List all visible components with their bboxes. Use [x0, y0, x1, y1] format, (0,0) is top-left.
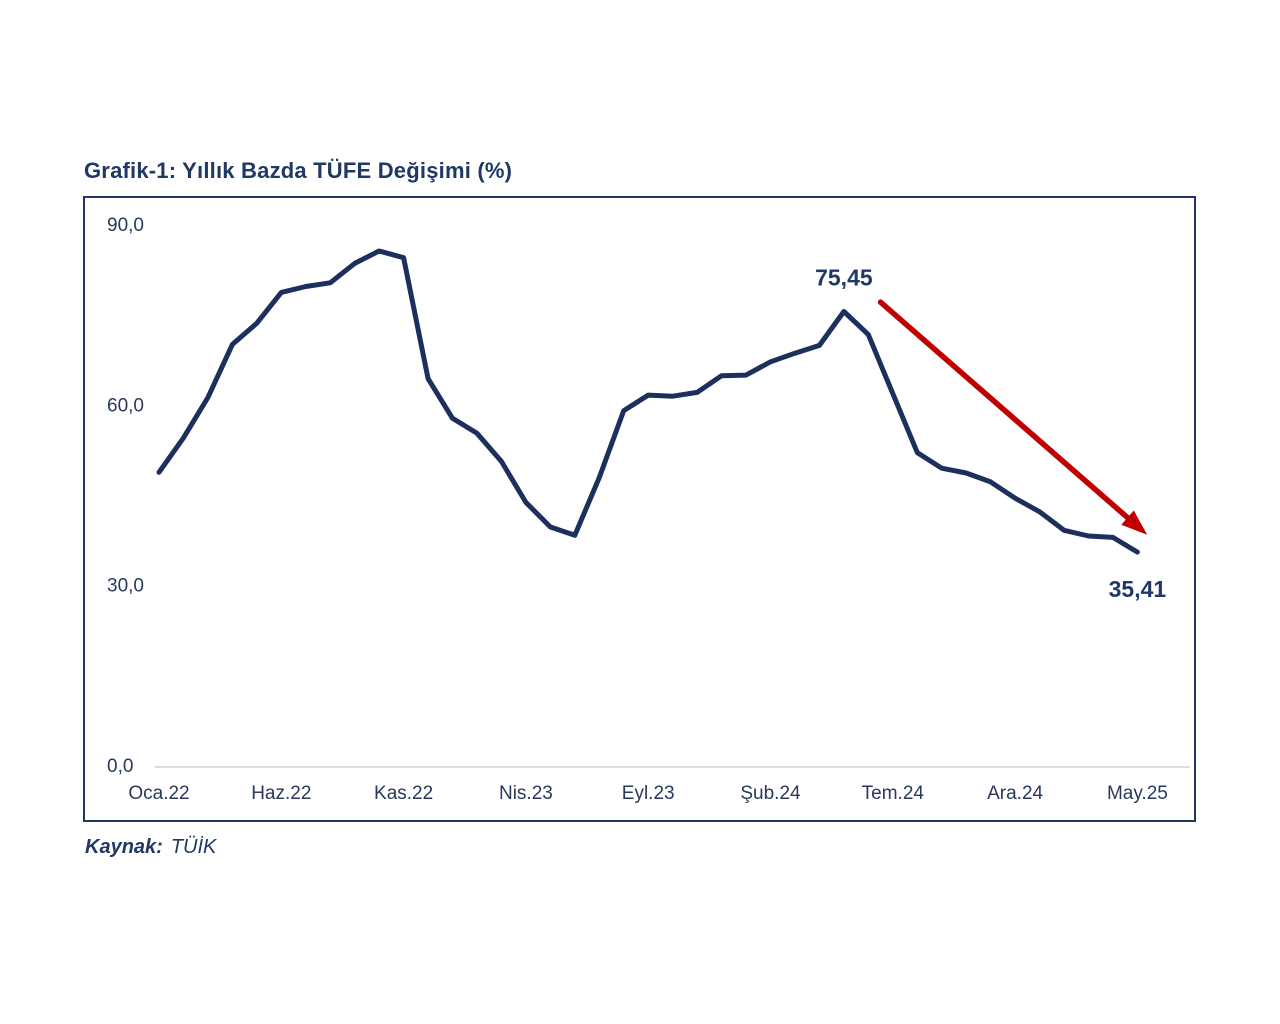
source-value: TÜİK	[170, 836, 217, 858]
x-axis-tick-label: Ara.24	[987, 783, 1043, 804]
x-axis-tick-label: Oca.22	[128, 783, 189, 804]
x-axis-tick-label: Haz.22	[251, 783, 311, 804]
x-axis-tick-label: Eyl.23	[622, 783, 675, 804]
trend-arrow-head	[1121, 510, 1148, 535]
x-axis-tick-label: May.25	[1107, 783, 1168, 804]
x-axis-tick-label: Kas.22	[374, 783, 433, 804]
chart-frame: 0,0 30,0 60,0 90,0 Oca.22 Haz.22 Kas.22 Nis.23 E…	[83, 196, 1196, 822]
x-axis-tick-label: Tem.24	[862, 783, 925, 804]
line-chart: 0,0 30,0 60,0 90,0 Oca.22 Haz.22 Kas.22 Nis.23 E…	[107, 215, 1190, 804]
x-axis-tick-label: Nis.23	[499, 783, 553, 804]
data-point-value-label: 75,45	[815, 264, 873, 290]
y-axis-tick-label: 0,0	[107, 756, 133, 777]
y-axis-tick-label: 90,0	[107, 215, 144, 236]
chart-title: Grafik-1: Yıllık Bazda TÜFE Değişimi (%)	[84, 158, 513, 183]
y-axis-tick-label: 30,0	[107, 576, 144, 597]
source-label: Kaynak:	[85, 836, 163, 858]
source-line: Kaynak: TÜİK	[85, 836, 216, 859]
data-point-value-label: 35,41	[1109, 576, 1167, 602]
y-axis-tick-label: 60,0	[107, 395, 144, 416]
trend-arrow-shaft	[877, 299, 1134, 524]
x-axis-tick-label: Şub.24	[740, 783, 801, 804]
inflation-line	[156, 248, 1140, 555]
